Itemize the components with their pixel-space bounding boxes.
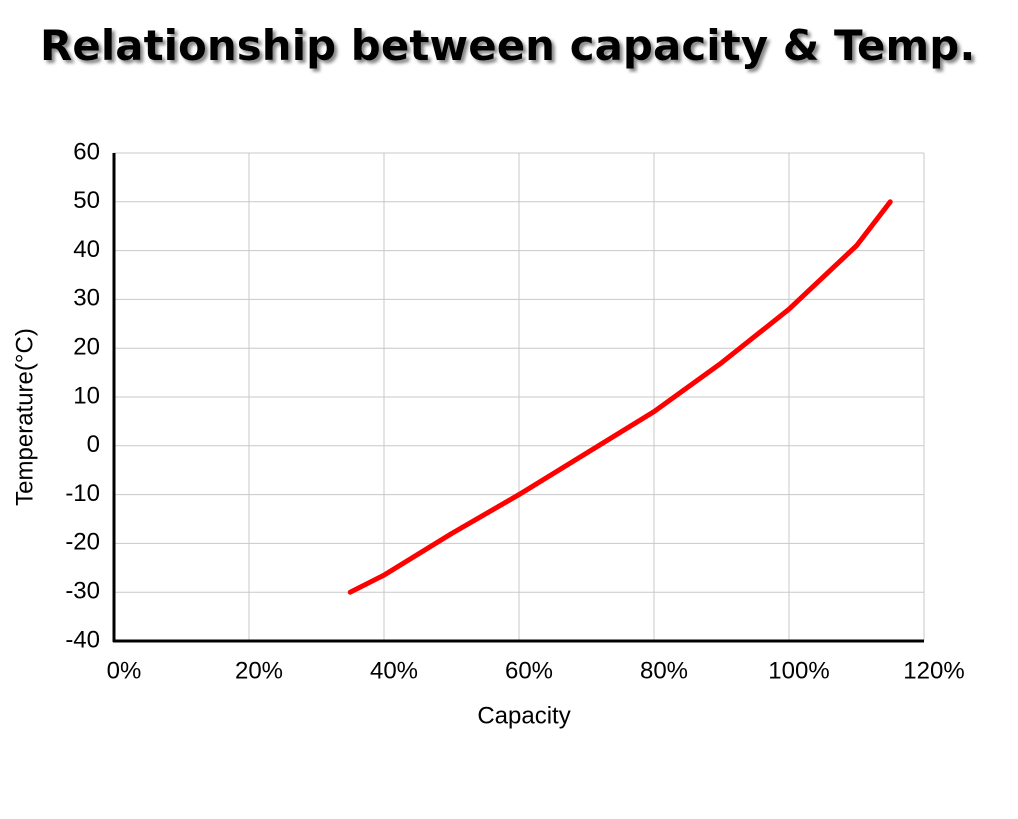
x-tick-label: 120% xyxy=(903,657,964,684)
data-line xyxy=(347,199,893,595)
y-tick-label: 30 xyxy=(73,285,100,312)
y-tick-label: -20 xyxy=(65,529,100,556)
x-tick-label: 60% xyxy=(505,657,553,684)
y-tick-label: 10 xyxy=(73,382,100,409)
y-tick-label: 0 xyxy=(87,431,100,458)
y-tick-label: 60 xyxy=(73,138,100,165)
y-tick-label: -10 xyxy=(65,480,100,507)
x-tick-label: 20% xyxy=(235,657,283,684)
x-tick-label: 40% xyxy=(370,657,418,684)
y-tick-label: 50 xyxy=(73,187,100,214)
x-axis-label: Capacity xyxy=(477,702,570,729)
x-tick-label: 80% xyxy=(640,657,688,684)
chart-title: Relationship between capacity & Temp. xyxy=(40,21,975,70)
y-tick-label: -30 xyxy=(65,578,100,605)
x-tick-label: 0% xyxy=(107,657,142,684)
y-tick-label: 40 xyxy=(73,236,100,263)
y-tick-label: -40 xyxy=(65,626,100,653)
y-tick-label: 20 xyxy=(73,334,100,361)
x-tick-label: 100% xyxy=(768,657,829,684)
y-axis-label: Temperature(°C) xyxy=(11,328,38,506)
